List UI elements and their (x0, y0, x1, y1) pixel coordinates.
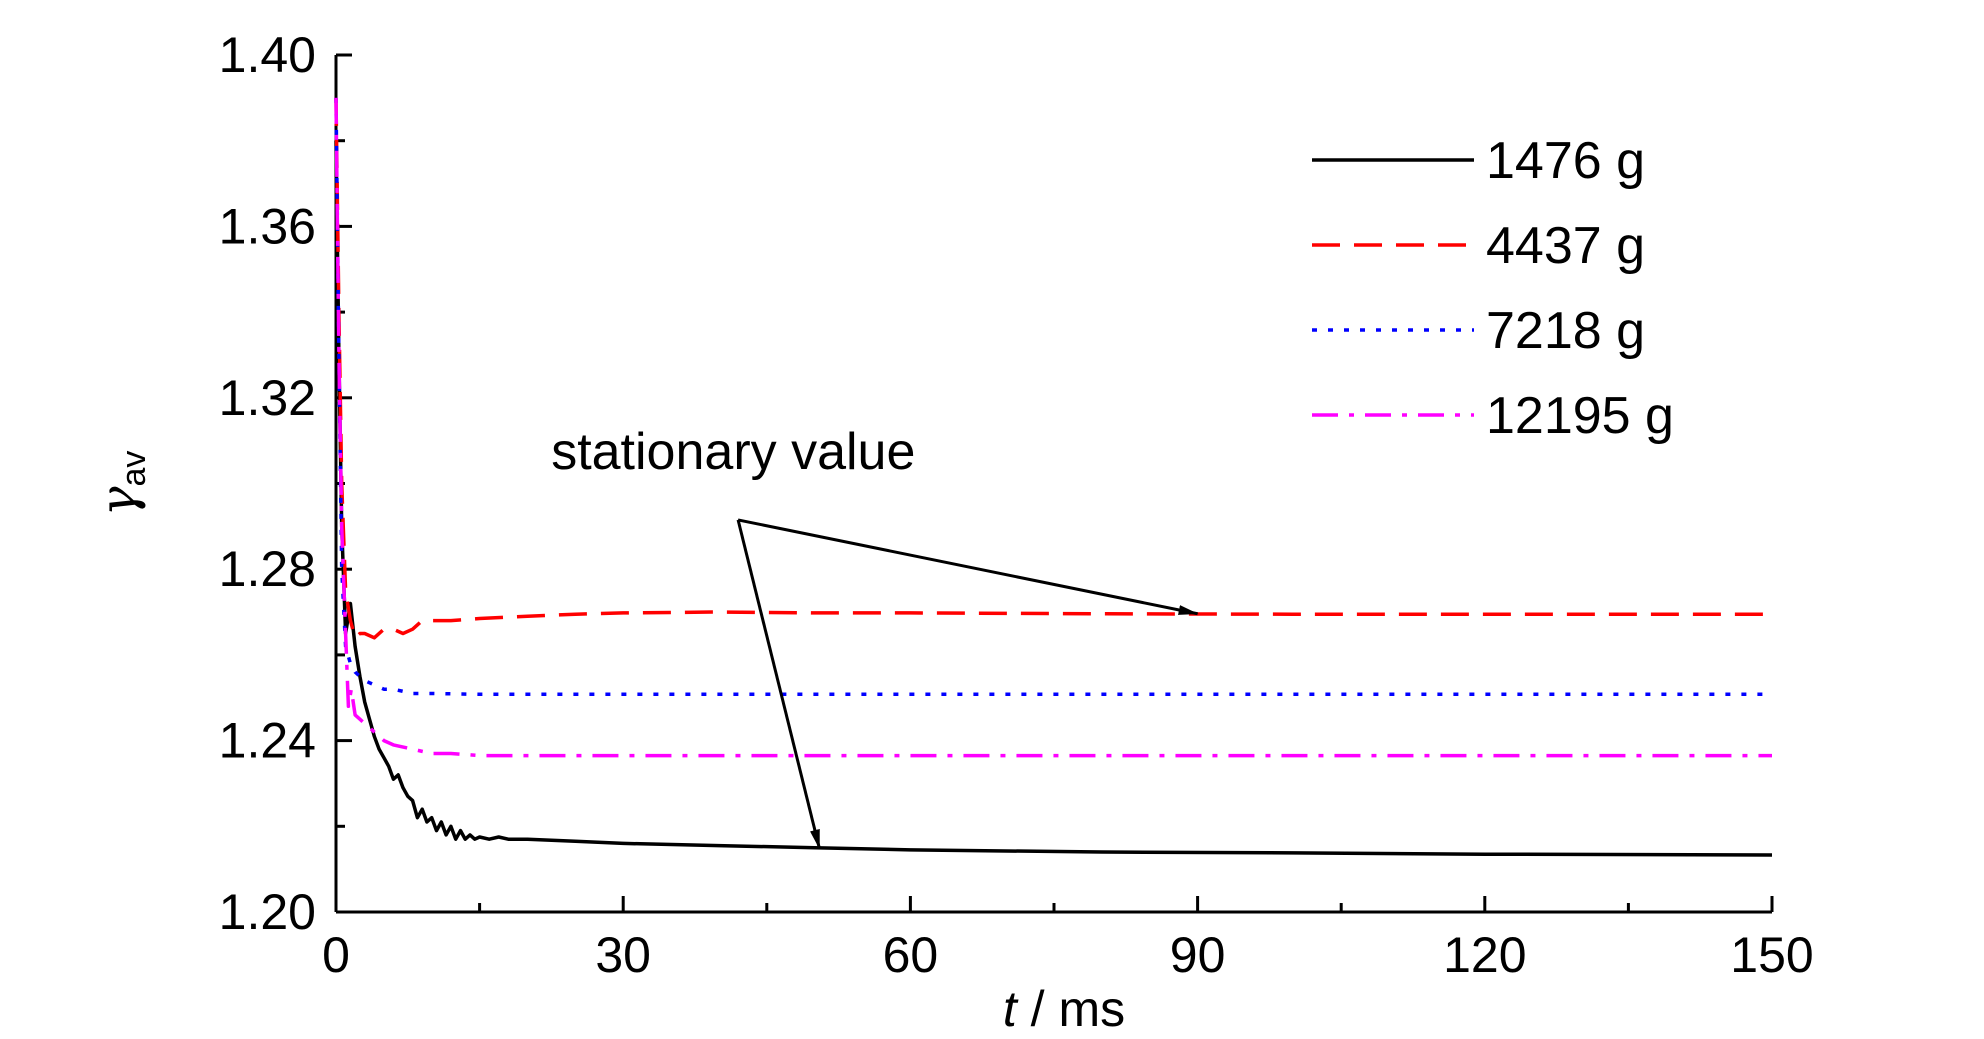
annotation-arrow-1 (737, 518, 1199, 616)
legend-label-3: 7218 g (1486, 302, 1645, 360)
annotation-arrow-2 (736, 519, 821, 850)
y-tick-label: 1.40 (219, 27, 316, 83)
x-tick-label: 60 (883, 927, 939, 983)
x-axis-variable: t (1003, 981, 1019, 1037)
legend: 1476 g 4437 g 7218 g 12195 g (1312, 132, 1674, 445)
y-tick-label: 1.28 (219, 541, 316, 597)
y-ticks: 1.20 1.24 1.28 1.32 1.36 1.40 (219, 27, 352, 940)
x-axis-unit: / ms (1017, 981, 1125, 1037)
y-tick-label: 1.20 (219, 884, 316, 940)
series-line-1 (334, 140, 1773, 857)
y-axis-variable: γ (89, 486, 147, 516)
series-line-4 (334, 97, 1772, 758)
y-tick-label: 1.36 (219, 198, 316, 254)
annotation-label: stationary value (551, 423, 915, 481)
x-ticks: 0 30 60 90 120 150 (322, 896, 1814, 983)
series-line-2 (334, 97, 1772, 640)
x-tick-label: 150 (1730, 927, 1813, 983)
y-axis-subscript: av (115, 451, 153, 487)
legend-label-2: 4437 g (1486, 217, 1645, 275)
legend-label-4: 12195 g (1486, 387, 1674, 445)
x-axis-title: t / ms (1003, 981, 1125, 1037)
annotation: stationary value (551, 423, 1199, 850)
x-tick-label: 30 (595, 927, 651, 983)
axes: 1.20 1.24 1.28 1.32 1.36 1.40 0 30 60 90 120 150 (219, 27, 1814, 983)
legend-label-1: 1476 g (1486, 132, 1645, 190)
y-axis-title: γav (89, 451, 153, 517)
x-tick-label: 120 (1443, 927, 1526, 983)
x-tick-label: 90 (1170, 927, 1226, 983)
y-tick-label: 1.32 (219, 370, 316, 426)
y-tick-label: 1.24 (219, 713, 316, 769)
x-tick-label: 0 (322, 927, 350, 983)
